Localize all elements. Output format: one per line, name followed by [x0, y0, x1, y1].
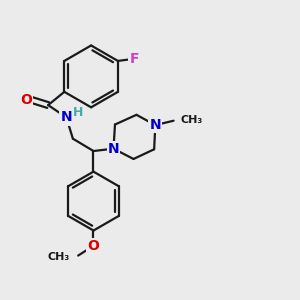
Text: N: N	[149, 118, 161, 132]
Text: N: N	[61, 110, 72, 124]
Text: O: O	[88, 239, 99, 253]
Text: H: H	[72, 106, 83, 119]
Text: O: O	[20, 93, 32, 107]
Text: CH₃: CH₃	[48, 252, 70, 262]
Text: F: F	[129, 52, 139, 67]
Text: N: N	[108, 142, 119, 156]
Text: CH₃: CH₃	[180, 115, 202, 125]
